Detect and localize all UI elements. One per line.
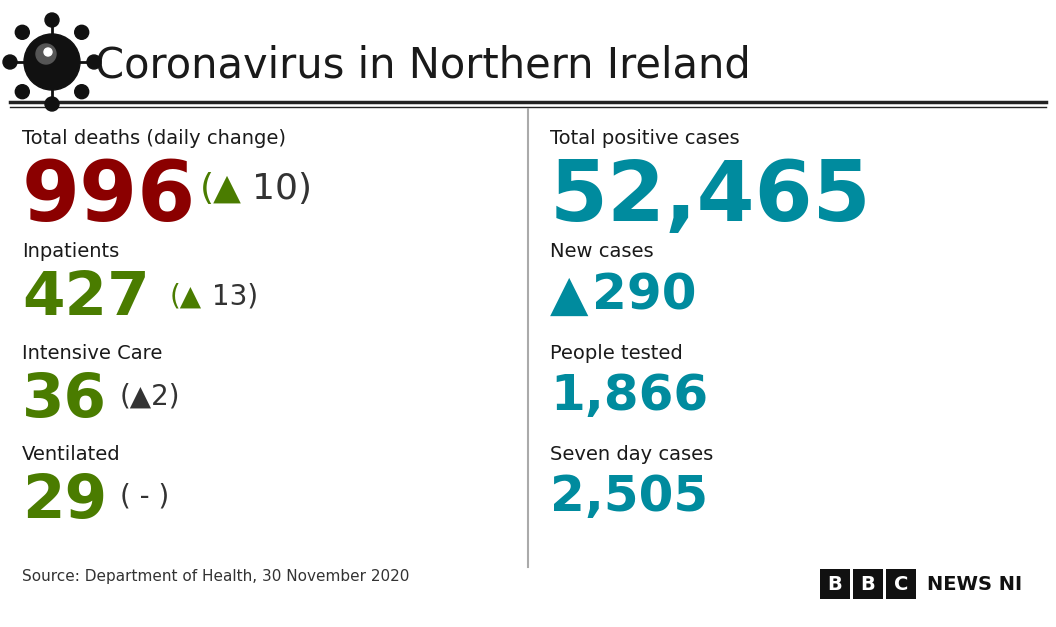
- Text: ▲: ▲: [550, 272, 588, 320]
- Text: People tested: People tested: [550, 344, 683, 363]
- Text: Ventilated: Ventilated: [22, 445, 120, 464]
- Text: Inpatients: Inpatients: [22, 242, 119, 261]
- Text: 29: 29: [22, 472, 107, 531]
- Text: New cases: New cases: [550, 242, 654, 261]
- Circle shape: [75, 25, 89, 40]
- Text: Coronavirus in Northern Ireland: Coronavirus in Northern Ireland: [95, 44, 751, 86]
- Text: B: B: [828, 574, 843, 594]
- Text: 290: 290: [592, 272, 697, 320]
- Circle shape: [36, 44, 56, 64]
- Bar: [821, 569, 850, 599]
- Text: (▲: (▲: [170, 282, 202, 310]
- Text: 2,505: 2,505: [550, 473, 709, 521]
- Circle shape: [75, 85, 89, 98]
- Text: Source: Department of Health, 30 November 2020: Source: Department of Health, 30 Novembe…: [22, 569, 410, 584]
- Text: 36: 36: [22, 371, 107, 430]
- Circle shape: [3, 55, 17, 69]
- Text: C: C: [893, 574, 908, 594]
- Text: ( - ): ( - ): [120, 483, 169, 511]
- Circle shape: [15, 85, 30, 98]
- Text: Total deaths (daily change): Total deaths (daily change): [22, 129, 286, 148]
- Circle shape: [45, 13, 59, 27]
- Text: B: B: [861, 574, 875, 594]
- Text: (▲2): (▲2): [120, 383, 181, 411]
- Circle shape: [24, 34, 80, 90]
- Circle shape: [15, 25, 30, 40]
- Text: (▲: (▲: [200, 172, 242, 206]
- Text: Seven day cases: Seven day cases: [550, 445, 713, 464]
- Circle shape: [87, 55, 101, 69]
- Circle shape: [45, 97, 59, 111]
- Text: 427: 427: [22, 269, 150, 328]
- Text: Total positive cases: Total positive cases: [550, 129, 739, 148]
- Text: 52,465: 52,465: [550, 157, 871, 238]
- Bar: [886, 569, 916, 599]
- Text: Intensive Care: Intensive Care: [22, 344, 163, 363]
- Text: 10): 10): [252, 172, 312, 206]
- Text: 1,866: 1,866: [550, 372, 709, 420]
- Text: 13): 13): [212, 282, 258, 310]
- Text: NEWS NI: NEWS NI: [927, 574, 1022, 594]
- Circle shape: [44, 48, 52, 56]
- Text: 996: 996: [22, 157, 196, 238]
- Bar: [853, 569, 883, 599]
